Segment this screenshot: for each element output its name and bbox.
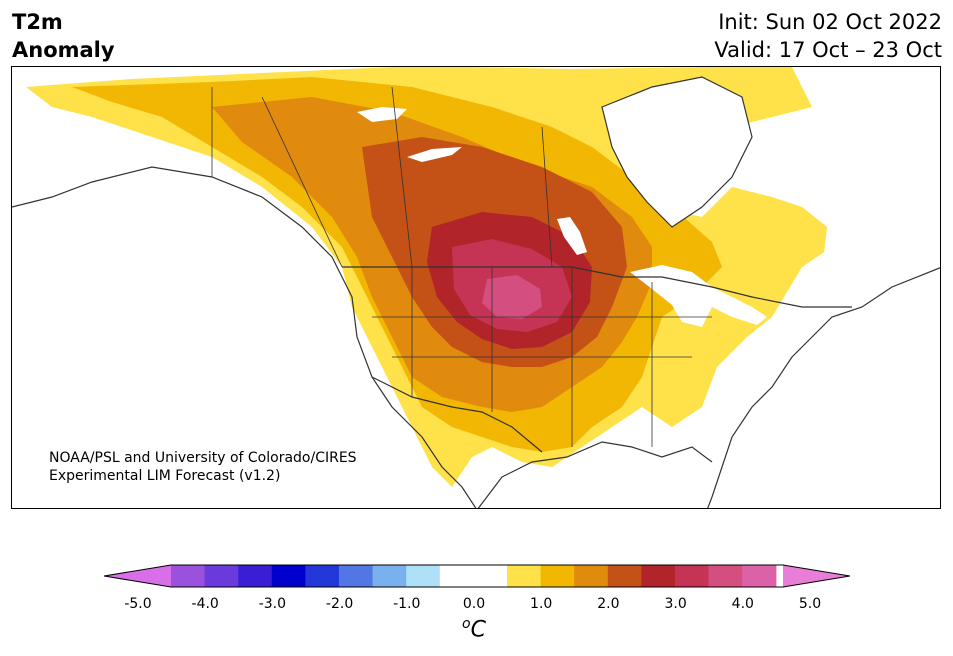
lake-winnipeg (557, 217, 587, 255)
anomaly-contour-3-5 (482, 275, 542, 319)
credit-line-1: NOAA/PSL and University of Colorado/CIRE… (49, 450, 357, 466)
unit-letter: C (470, 617, 486, 643)
province-line-3 (541, 126, 553, 268)
colorbar-cell (339, 565, 374, 587)
gulf-coastline (477, 441, 713, 508)
great-lakes (630, 265, 767, 327)
colorbar-cell (271, 565, 306, 587)
colorbar-outline (104, 564, 850, 588)
colorbar-cell (641, 565, 676, 587)
tick-label: 4.0 (731, 596, 754, 612)
tick-label: -5.0 (124, 596, 152, 612)
gulf-of-mexico (483, 452, 651, 508)
unit-degree: o (462, 616, 471, 632)
credit-text: NOAA/PSL and University of Colorado/CIRE… (49, 449, 357, 485)
colorbar-cell (742, 565, 777, 587)
colorbar-cell (204, 565, 239, 587)
hudson-bay (602, 77, 752, 227)
map-svg (12, 67, 940, 508)
outlines (12, 76, 940, 508)
colorbar-cell (372, 565, 407, 587)
init-date: Init: Sun 02 Oct 2022 (718, 10, 942, 34)
tick-label: 2.0 (597, 596, 620, 612)
colorbar-cell (305, 565, 340, 587)
tick-label: 0.0 (462, 596, 486, 612)
tick-label: 1.0 (530, 596, 553, 612)
colorbar-cell (439, 565, 474, 587)
colorbar-cell (708, 565, 743, 587)
province-line-2 (391, 86, 413, 268)
colorbar-min-extend (104, 565, 171, 587)
tick-label: -1.0 (393, 596, 421, 612)
colorbar-cell (171, 565, 206, 587)
lake-athabasca (407, 147, 462, 162)
colorbar-max-extend (783, 565, 850, 587)
credit-line-2: Experimental LIM Forecast (v1.2) (49, 468, 281, 484)
tick-label: 3.0 (664, 596, 687, 612)
title-line-1: T2m (12, 10, 63, 34)
province-line-1 (261, 96, 343, 268)
us-canada-border (342, 266, 852, 308)
atlantic-coastline (707, 267, 940, 508)
tick-label: -3.0 (258, 596, 287, 612)
colorbar-cell (406, 565, 441, 587)
pacific-coastline (12, 166, 477, 508)
forecast-dates: Init: Sun 02 Oct 2022 Valid: 17 Oct – 23… (714, 8, 942, 64)
colorbar-cell (238, 565, 273, 587)
anomaly-contour-0-5-east (747, 207, 827, 277)
map-title: T2m Anomaly (12, 8, 115, 64)
colorbar-cell (540, 565, 575, 587)
colorbar-cell (473, 565, 508, 587)
colorbar-cell (574, 565, 609, 587)
colorbar-cell (607, 565, 642, 587)
colorbar-ticks: -5.0 -4.0 -3.0 -2.0 -1.0 0.0 1.0 2.0 3.0… (0, 596, 953, 616)
us-mexico-border (371, 376, 543, 453)
title-line-2: Anomaly (12, 38, 115, 62)
colorbar (104, 564, 850, 588)
colorbar-cell (507, 565, 542, 587)
tick-label: 5.0 (798, 596, 822, 612)
anomaly-map (11, 66, 941, 509)
colorbar-unit: oC (462, 616, 486, 642)
hudson-bay-coast (601, 76, 753, 228)
tick-label: -4.0 (191, 596, 219, 612)
colorbar-cells (171, 565, 777, 587)
tick-label: -2.0 (325, 596, 354, 612)
colorbar-cell (675, 565, 710, 587)
valid-date: Valid: 17 Oct – 23 Oct (714, 38, 942, 62)
